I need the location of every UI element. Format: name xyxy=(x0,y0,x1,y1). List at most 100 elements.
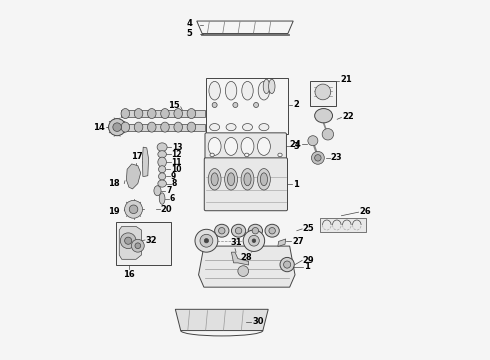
Bar xyxy=(206,78,288,134)
Ellipse shape xyxy=(174,122,182,132)
Ellipse shape xyxy=(204,239,209,243)
Ellipse shape xyxy=(258,81,270,100)
Text: 4: 4 xyxy=(186,19,192,28)
Ellipse shape xyxy=(315,155,321,161)
Polygon shape xyxy=(121,123,205,131)
Ellipse shape xyxy=(312,152,324,164)
Ellipse shape xyxy=(129,205,138,213)
Ellipse shape xyxy=(124,237,132,244)
Text: 32: 32 xyxy=(146,235,157,244)
Ellipse shape xyxy=(260,173,268,186)
Ellipse shape xyxy=(224,168,238,190)
Ellipse shape xyxy=(187,122,196,132)
Ellipse shape xyxy=(208,168,221,190)
Text: 22: 22 xyxy=(342,112,354,121)
Ellipse shape xyxy=(248,235,259,246)
Ellipse shape xyxy=(322,129,334,140)
Text: 16: 16 xyxy=(123,270,135,279)
Ellipse shape xyxy=(231,224,245,237)
Text: 13: 13 xyxy=(172,143,183,152)
Ellipse shape xyxy=(134,109,143,118)
Bar xyxy=(320,217,367,232)
Ellipse shape xyxy=(161,109,169,118)
Ellipse shape xyxy=(158,180,167,187)
Ellipse shape xyxy=(227,173,235,186)
Ellipse shape xyxy=(242,81,253,100)
Text: 20: 20 xyxy=(161,205,172,214)
Ellipse shape xyxy=(258,168,270,190)
Ellipse shape xyxy=(131,239,144,252)
Ellipse shape xyxy=(248,224,263,237)
Ellipse shape xyxy=(226,123,236,131)
Text: 28: 28 xyxy=(241,253,252,262)
Ellipse shape xyxy=(258,138,270,156)
Text: 27: 27 xyxy=(293,237,304,246)
Ellipse shape xyxy=(225,81,237,100)
Ellipse shape xyxy=(208,138,221,156)
Ellipse shape xyxy=(243,123,252,131)
Polygon shape xyxy=(197,21,293,33)
Ellipse shape xyxy=(245,153,249,157)
Text: 18: 18 xyxy=(108,179,120,188)
Ellipse shape xyxy=(224,138,238,156)
Ellipse shape xyxy=(278,153,282,157)
Ellipse shape xyxy=(174,109,182,118)
FancyBboxPatch shape xyxy=(204,158,288,211)
Text: 14: 14 xyxy=(93,123,105,132)
Ellipse shape xyxy=(158,157,167,167)
Ellipse shape xyxy=(113,123,122,131)
Ellipse shape xyxy=(315,84,331,100)
Ellipse shape xyxy=(147,122,156,132)
Ellipse shape xyxy=(238,266,248,276)
Text: 23: 23 xyxy=(331,153,343,162)
Ellipse shape xyxy=(241,168,254,190)
Polygon shape xyxy=(201,33,289,35)
Polygon shape xyxy=(121,110,205,117)
Ellipse shape xyxy=(235,228,242,234)
Ellipse shape xyxy=(161,122,169,132)
Ellipse shape xyxy=(159,193,165,204)
Text: 24: 24 xyxy=(290,140,301,149)
Ellipse shape xyxy=(210,123,220,131)
Ellipse shape xyxy=(159,166,166,173)
Text: 3: 3 xyxy=(293,142,299,151)
Bar xyxy=(116,222,171,265)
Text: 15: 15 xyxy=(168,101,180,110)
Polygon shape xyxy=(231,252,248,265)
Text: 31: 31 xyxy=(230,238,242,247)
Ellipse shape xyxy=(212,103,217,108)
Ellipse shape xyxy=(265,224,279,237)
Text: 29: 29 xyxy=(303,256,315,265)
Text: 11: 11 xyxy=(172,158,182,167)
Ellipse shape xyxy=(121,233,136,249)
Ellipse shape xyxy=(195,229,218,252)
Ellipse shape xyxy=(259,123,269,131)
Ellipse shape xyxy=(154,186,161,196)
Polygon shape xyxy=(198,246,295,287)
Ellipse shape xyxy=(147,109,156,118)
Ellipse shape xyxy=(109,118,126,136)
Ellipse shape xyxy=(121,122,130,132)
Ellipse shape xyxy=(252,239,256,243)
Text: 17: 17 xyxy=(131,152,142,161)
Ellipse shape xyxy=(210,153,214,157)
Polygon shape xyxy=(278,239,286,247)
Ellipse shape xyxy=(269,228,275,234)
Ellipse shape xyxy=(308,136,318,146)
Text: 1: 1 xyxy=(304,262,310,271)
Text: 5: 5 xyxy=(186,29,192,38)
Bar xyxy=(310,81,336,106)
Text: 19: 19 xyxy=(108,207,120,216)
Ellipse shape xyxy=(253,103,259,108)
Ellipse shape xyxy=(121,109,130,118)
Ellipse shape xyxy=(215,224,229,237)
Text: 25: 25 xyxy=(303,224,315,233)
Ellipse shape xyxy=(252,228,259,234)
Text: 7: 7 xyxy=(166,186,172,195)
Text: 21: 21 xyxy=(340,76,352,85)
Text: 8: 8 xyxy=(172,179,177,188)
Ellipse shape xyxy=(315,109,333,123)
Ellipse shape xyxy=(243,230,265,251)
Polygon shape xyxy=(126,164,141,189)
Ellipse shape xyxy=(211,173,218,186)
